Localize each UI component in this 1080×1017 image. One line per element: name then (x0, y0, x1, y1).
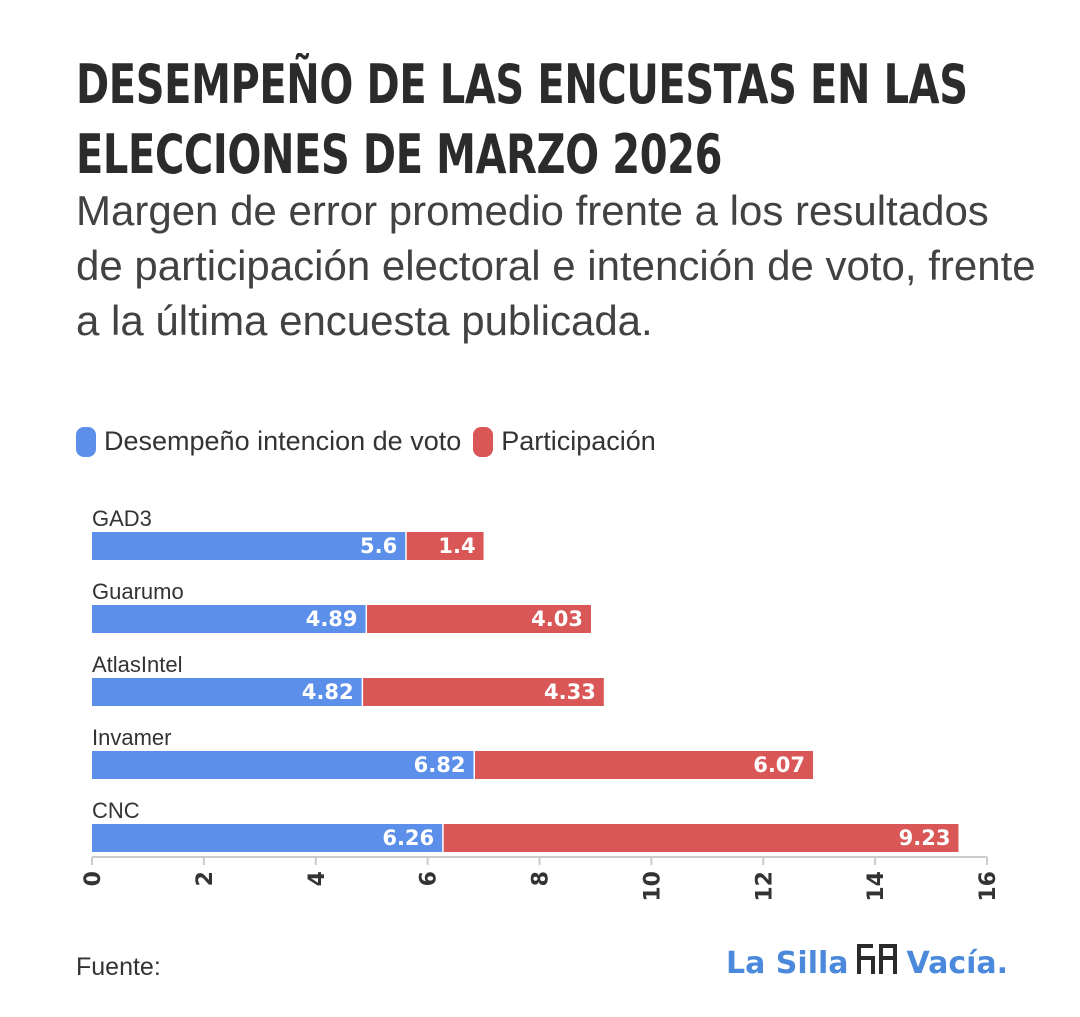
x-tick-label-4: 4 (305, 871, 330, 886)
value-label-invamer-series-2: 6.07 (753, 753, 805, 777)
x-tick-label-12: 12 (752, 871, 777, 902)
bar-invamer-series-2 (474, 751, 814, 779)
value-label-atlasintel-series-1: 4.82 (302, 680, 354, 704)
x-tick-label-14: 14 (864, 871, 889, 902)
category-label-invamer: Invamer (92, 725, 171, 750)
x-tick-label-16: 16 (976, 871, 1001, 902)
value-label-cnc-series-2: 9.23 (899, 826, 951, 850)
chart-title: DESEMPEÑO DE LAS ENCUESTAS EN LAS ELECCI… (76, 50, 968, 190)
bar-atlasintel-series-2 (363, 678, 604, 706)
logo-text-right: Vacía. (906, 945, 1009, 981)
legend-label-participacion: Participación (501, 426, 656, 456)
category-label-gad3: GAD3 (92, 506, 152, 531)
bar-guarumo-series-2 (367, 605, 591, 633)
category-label-cnc: CNC (92, 798, 140, 823)
x-tick-label-10: 10 (640, 871, 665, 902)
chart-title-line-2: ELECCIONES DE MARZO 2026 (76, 123, 723, 186)
logo-text-left: La Silla (726, 945, 849, 981)
value-label-guarumo-series-1: 4.89 (306, 607, 358, 631)
bar-cnc-series-2 (443, 824, 959, 852)
chart-subtitle: Margen de error promedio frente a los re… (76, 187, 1036, 344)
legend-swatch-participacion (473, 426, 494, 457)
legend-label-intencion: Desempeño intencion de voto (104, 426, 462, 456)
bar-atlasintel-series-1 (92, 678, 362, 706)
source-label: Fuente: (76, 953, 161, 981)
value-label-gad3-series-2: 1.4 (438, 534, 475, 558)
x-tick-label-8: 8 (529, 871, 554, 886)
chart-title-line-1: DESEMPEÑO DE LAS ENCUESTAS EN LAS (76, 53, 968, 116)
bar-gad3-series-1 (92, 532, 406, 560)
bar-invamer-series-1 (92, 751, 474, 779)
value-label-invamer-series-1: 6.82 (414, 753, 466, 777)
legend-item-intencion: Desempeño intencion de voto (76, 426, 461, 457)
bar-gad3-series-2 (406, 532, 484, 560)
legend-swatch-intencion (76, 426, 96, 457)
category-label-atlasintel: AtlasIntel (92, 652, 183, 677)
value-label-cnc-series-1: 6.26 (382, 826, 434, 850)
chairs-icon (855, 942, 901, 984)
bar-cnc-series-1 (92, 824, 443, 852)
value-label-guarumo-series-2: 4.03 (531, 607, 583, 631)
x-tick-label-2: 2 (193, 871, 218, 886)
x-tick-label-6: 6 (417, 871, 442, 886)
la-silla-vacia-logo: La Silla Vacía. (726, 942, 1008, 984)
bar-guarumo-series-1 (92, 605, 366, 633)
value-label-gad3-series-1: 5.6 (360, 534, 397, 558)
legend-item-participacion: Participación (473, 426, 656, 457)
chart-legend: Desempeño intencion de voto Participació… (76, 426, 668, 457)
value-label-atlasintel-series-2: 4.33 (544, 680, 596, 704)
category-label-guarumo: Guarumo (92, 579, 184, 604)
x-tick-label-0: 0 (81, 871, 106, 886)
